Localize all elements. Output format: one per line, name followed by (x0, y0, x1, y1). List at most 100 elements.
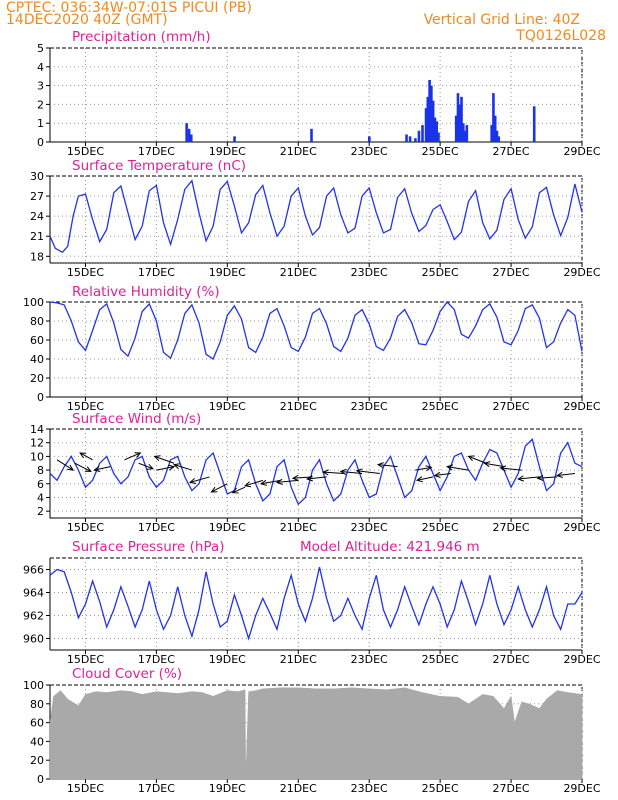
precip-bar (433, 117, 437, 142)
wind-vector (211, 483, 228, 493)
pres-x-tick-label: 15DEC (67, 653, 104, 666)
precip-bar (421, 125, 424, 142)
wind-x-tick-label: 19DEC (209, 521, 246, 534)
rh-y-tick-label: 80 (30, 315, 44, 328)
temp-x-tick-label: 19DEC (209, 266, 246, 279)
precip-bar (408, 136, 412, 142)
wind-vector-head (259, 479, 267, 486)
precip-bar (428, 79, 431, 142)
rh-x-tick-label: 25DEC (422, 400, 459, 413)
rh-panel: 15DEC 17DEC 19DEC 21DEC 23DEC 25DEC 27DEC 29DEC… (23, 296, 601, 413)
temp-x-tick-label: 29DEC (563, 266, 600, 279)
wind-vector-head (433, 471, 441, 478)
wind-x-tick-label: 27DEC (493, 521, 530, 534)
temp-y-tick-label: 18 (30, 250, 44, 263)
precip-bar (368, 136, 371, 142)
wind-vector (518, 476, 540, 480)
precip-bar (424, 108, 428, 142)
rh-title: Relative Humidity (%) (72, 284, 220, 300)
precip-y-tick-label: 3 (37, 80, 44, 93)
wind-x-tick-label: 25DEC (422, 521, 459, 534)
precip-bar (405, 134, 408, 142)
temp-line (49, 179, 583, 254)
wind-vector (156, 466, 175, 471)
precip-bar (495, 130, 499, 142)
temp-y-tick-label: 27 (30, 190, 44, 203)
wind-vector-head (93, 466, 101, 472)
precip-bar (490, 125, 493, 142)
temp-x-tick-label: 17DEC (138, 266, 175, 279)
wind-y-tick-label: 8 (37, 464, 44, 477)
temp-panel: 15DEC 17DEC 19DEC 21DEC 23DEC 25DEC 27DEC 29DEC… (30, 170, 601, 279)
wind-vector-head (499, 465, 507, 472)
wind-vector-head (173, 463, 181, 470)
wind-vector-head (415, 476, 424, 483)
wind-y-tick-label: 12 (30, 437, 44, 450)
wind-y-tick-label: 10 (30, 450, 44, 463)
precip-bar (426, 96, 430, 142)
wind-vector-head (305, 475, 313, 482)
precip-bar (437, 132, 440, 142)
wind-vector (557, 473, 575, 477)
wind-vector-head (153, 455, 161, 461)
wind-vector (74, 462, 92, 472)
temp-x-tick-label: 27DEC (493, 266, 530, 279)
wind-x-tick-label: 15DEC (67, 521, 104, 534)
cloud-panel: 15DEC 17DEC 19DEC 21DEC 23DEC 25DEC 27DEC 29DEC… (23, 679, 601, 795)
precip-bar (532, 106, 536, 142)
pres-y-tick-label: 960 (23, 633, 44, 646)
cloud-y-tick-label: 40 (30, 735, 44, 748)
precip-panel: 15DEC 17DEC 19DEC 21DEC 23DEC 25DEC 27DEC 29DEC… (37, 42, 601, 158)
wind-vector-head (556, 471, 563, 478)
rh-y-tick-label: 60 (30, 334, 44, 347)
rh-x-tick-label: 23DEC (351, 400, 388, 413)
precip-bar (417, 130, 421, 142)
cloud-x-tick-label: 19DEC (209, 782, 246, 795)
precip-bar (465, 125, 469, 142)
wind-y-tick-label: 6 (37, 478, 44, 491)
wind-y-tick-label: 4 (37, 491, 44, 504)
wind-x-tick-label: 21DEC (280, 521, 317, 534)
wind-vector-head (189, 478, 197, 484)
cloud-x-tick-label: 17DEC (138, 782, 175, 795)
cloud-x-tick-label: 25DEC (422, 782, 459, 795)
rh-y-tick-label: 40 (30, 353, 44, 366)
precip-bar (463, 130, 467, 142)
precip-bar (430, 85, 433, 142)
header-model-id: TQ0126L028 (515, 28, 606, 44)
rh-x-tick-label: 17DEC (138, 400, 175, 413)
pres-panel: 15DEC 17DEC 19DEC 21DEC 23DEC 25DEC 27DEC 29DEC… (23, 557, 601, 666)
precip-bar (460, 96, 463, 142)
precip-bar (461, 123, 465, 142)
wind-vector (307, 476, 327, 480)
precip-x-tick-label: 25DEC (422, 145, 459, 158)
wind-vector (189, 476, 210, 483)
cloud-y-tick-label: 0 (37, 773, 44, 786)
model-altitude-label: Model Altitude: 421.946 m (300, 539, 480, 555)
pres-y-tick-label: 964 (23, 587, 44, 600)
rh-line (49, 300, 583, 360)
pres-x-tick-label: 27DEC (493, 653, 530, 666)
temp-x-tick-label: 15DEC (67, 266, 104, 279)
precip-y-tick-label: 0 (37, 136, 44, 149)
wind-vector (468, 455, 487, 464)
wind-vector-head (168, 464, 176, 471)
wind-vector (276, 479, 299, 483)
wind-vector-head (467, 455, 475, 462)
wind-vector (323, 471, 345, 474)
wind-panel: 15DEC 17DEC 19DEC 21DEC 23DEC 25DEC 27DEC 29DEC… (30, 423, 601, 534)
precip-bar (233, 136, 236, 142)
precip-x-tick-label: 15DEC (67, 145, 104, 158)
precip-title: Precipitation (mm/h) (72, 29, 211, 45)
wind-vector-head (67, 464, 75, 471)
precip-x-tick-label: 17DEC (138, 145, 175, 158)
wind-vector-head (275, 478, 283, 485)
wind-x-tick-label: 17DEC (138, 521, 175, 534)
wind-vector-head (355, 468, 363, 475)
precip-y-tick-label: 5 (37, 42, 44, 55)
wind-vector (124, 452, 141, 461)
wind-vector (537, 476, 558, 479)
wind-vector-head (339, 468, 347, 476)
wind-vector (416, 476, 434, 481)
